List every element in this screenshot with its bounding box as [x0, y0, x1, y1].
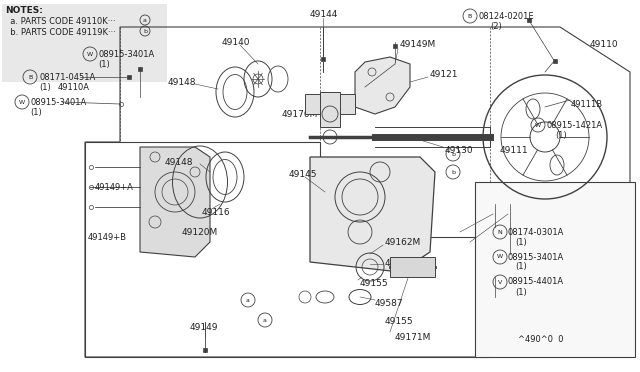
Text: W: W	[19, 99, 25, 105]
Text: (1): (1)	[30, 108, 42, 116]
Text: 49116: 49116	[202, 208, 230, 217]
Bar	[305, 94, 355, 114]
Text: 49148: 49148	[165, 157, 193, 167]
Text: 49110: 49110	[590, 39, 619, 48]
Text: 49162M: 49162M	[385, 237, 421, 247]
Text: (1): (1)	[98, 60, 109, 68]
Text: (1): (1)	[39, 83, 51, 92]
Text: 49155: 49155	[360, 279, 388, 289]
Text: B: B	[28, 74, 32, 80]
Text: 08915-4401A: 08915-4401A	[508, 278, 564, 286]
Polygon shape	[310, 157, 435, 272]
Text: 49587: 49587	[375, 299, 404, 308]
Polygon shape	[140, 147, 210, 257]
Text: V: V	[498, 279, 502, 285]
Text: W: W	[535, 122, 541, 128]
Text: 49155: 49155	[385, 317, 413, 327]
Text: 08915-3401A: 08915-3401A	[508, 253, 564, 262]
Text: b: b	[143, 29, 147, 33]
Text: W: W	[87, 51, 93, 57]
Text: a. PARTS CODE 49110K···: a. PARTS CODE 49110K···	[5, 16, 116, 26]
Text: ^490^0  0: ^490^0 0	[518, 336, 563, 344]
Bar	[320, 92, 340, 127]
Bar	[475, 182, 635, 357]
Text: B: B	[468, 13, 472, 19]
Text: 49149M: 49149M	[400, 39, 436, 48]
Text: 49130: 49130	[445, 145, 474, 154]
Text: 08174-0301A: 08174-0301A	[508, 228, 564, 237]
Text: 08171-0451A: 08171-0451A	[39, 73, 95, 81]
Text: 08124-0201E: 08124-0201E	[479, 12, 534, 20]
Text: 49149+A: 49149+A	[95, 183, 134, 192]
Text: 49160M: 49160M	[385, 260, 421, 269]
Text: 49121: 49121	[430, 70, 458, 78]
Text: NOTES:: NOTES:	[5, 6, 43, 15]
Text: 49140: 49140	[222, 38, 250, 46]
Text: 49111: 49111	[500, 145, 529, 154]
Text: (1): (1)	[555, 131, 567, 140]
Text: b: b	[451, 151, 455, 157]
Text: 49110A: 49110A	[58, 83, 90, 92]
Text: 49111B: 49111B	[571, 99, 603, 109]
Text: 49144: 49144	[310, 10, 339, 19]
Text: a: a	[143, 17, 147, 22]
Text: 49171M: 49171M	[395, 333, 431, 341]
Text: b. PARTS CODE 49119K···: b. PARTS CODE 49119K···	[5, 28, 116, 36]
Text: 49149+B: 49149+B	[88, 232, 127, 241]
Text: 08915-3401A: 08915-3401A	[30, 97, 86, 106]
Text: 08915-3401A: 08915-3401A	[98, 49, 154, 58]
Polygon shape	[355, 57, 410, 114]
Text: 08915-1421A: 08915-1421A	[547, 121, 603, 129]
Text: a: a	[263, 317, 267, 323]
Text: W: W	[497, 254, 503, 260]
Bar	[2, 4, 167, 82]
Text: 49149: 49149	[190, 323, 218, 331]
Text: (2): (2)	[490, 22, 502, 31]
Text: N: N	[498, 230, 502, 234]
Text: b: b	[451, 170, 455, 174]
Text: 49170M: 49170M	[282, 109, 318, 119]
Bar	[390, 257, 435, 277]
Text: 49148: 49148	[168, 77, 196, 87]
Text: 49120M: 49120M	[182, 228, 218, 237]
Text: 49145: 49145	[289, 170, 317, 179]
Text: (1): (1)	[515, 237, 527, 247]
Text: (1): (1)	[515, 288, 527, 296]
Text: (1): (1)	[515, 263, 527, 272]
Text: a: a	[246, 298, 250, 302]
